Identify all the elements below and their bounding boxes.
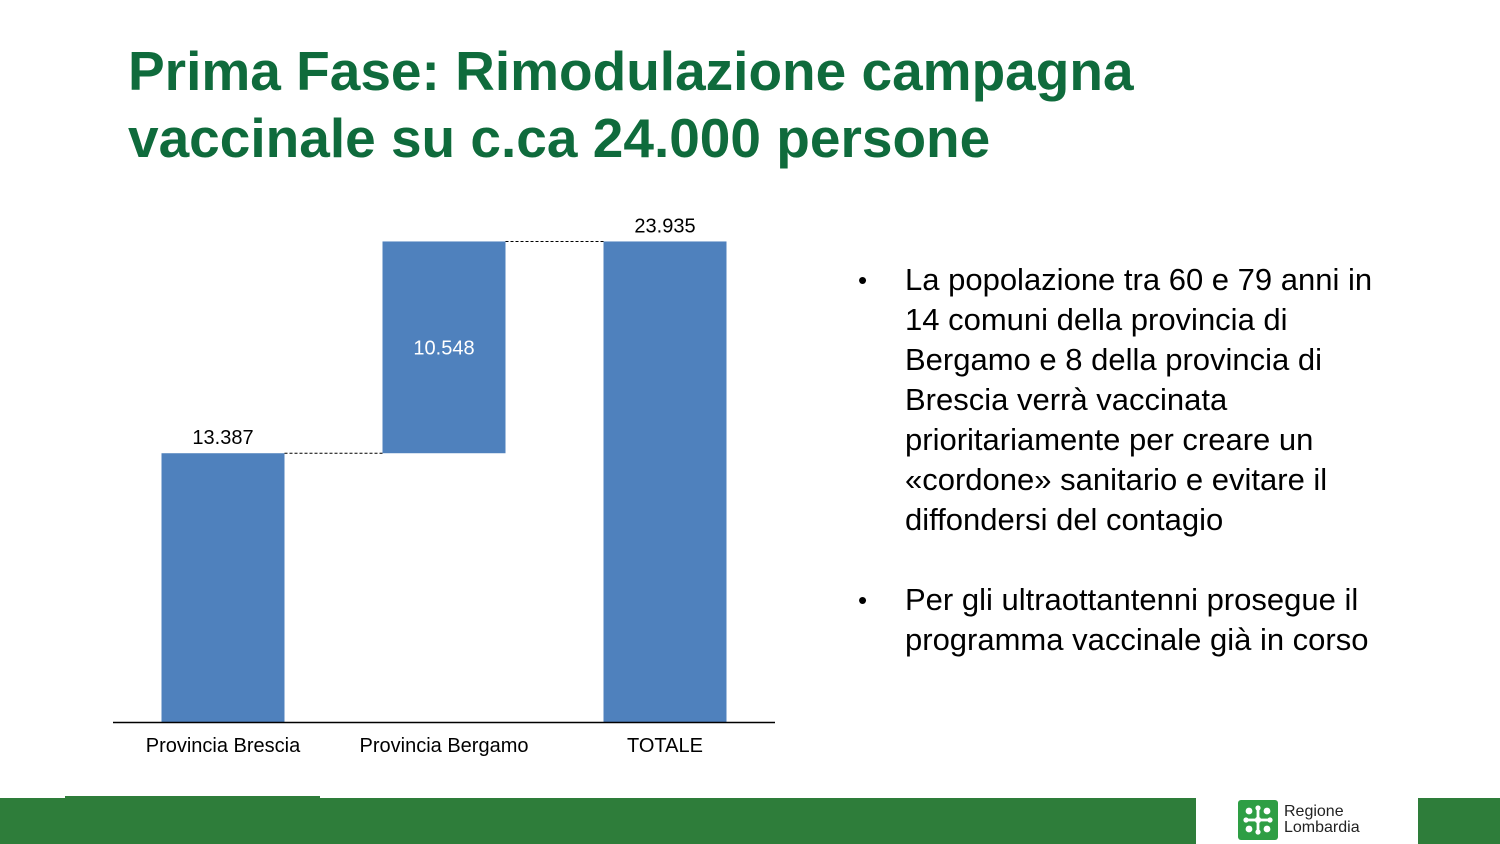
title-line-1: Prima Fase: Rimodulazione campagna	[128, 40, 1134, 102]
page-title: Prima Fase: Rimodulazione campagna vacci…	[128, 38, 1328, 172]
x-tick-label: Provincia Brescia	[146, 735, 301, 757]
title-line-2: vaccinale su c.ca 24.000 persone	[128, 107, 991, 169]
bullet-text-line: «cordone» sanitario e evitare il	[905, 462, 1328, 497]
bullet-item: • La popolazione tra 60 e 79 anni in 14 …	[858, 260, 1428, 540]
bullet-text-line: Per gli ultraottantenni prosegue il	[905, 582, 1359, 617]
data-label: 10.548	[413, 337, 474, 359]
bullet-marker: •	[858, 265, 868, 295]
bullet-item: • Per gli ultraottantenni prosegue il pr…	[858, 580, 1428, 660]
rosa-camuna-logo-icon	[1238, 800, 1278, 840]
footer-bar-left	[0, 798, 1196, 844]
data-label: 23.935	[634, 215, 695, 237]
data-label: 13.387	[192, 427, 253, 449]
bullet-text-line: Brescia verrà vaccinata	[905, 382, 1228, 417]
bar	[161, 453, 285, 722]
bar	[603, 241, 727, 722]
logo-text-line-2: Lombardia	[1284, 819, 1360, 836]
logo-text-line-1: Regione	[1284, 803, 1344, 820]
bullet-text-line: prioritariamente per creare un	[905, 422, 1314, 457]
regione-lombardia-logo: Regione Lombardia	[1238, 800, 1360, 840]
bullet-text-line: programma vaccinale già in corso	[905, 622, 1369, 657]
waterfall-chart: 13.387 Provincia Brescia 10.548 Provincia B…	[113, 215, 775, 757]
bullet-text-line: diffondersi del contagio	[905, 502, 1224, 537]
bullet-list: • La popolazione tra 60 e 79 anni in 14 …	[858, 260, 1428, 660]
footer-bar-right	[1418, 798, 1500, 844]
bullet-marker: •	[858, 585, 868, 615]
footer-accent-line	[65, 796, 320, 798]
bullet-text-line: 14 comuni della provincia di	[905, 302, 1288, 337]
bullet-text-line: La popolazione tra 60 e 79 anni in	[905, 262, 1373, 297]
x-tick-label: Provincia Bergamo	[360, 735, 529, 757]
x-tick-label: TOTALE	[627, 735, 703, 757]
logo-wordmark: Regione Lombardia	[1284, 804, 1360, 836]
bullet-text-line: Bergamo e 8 della provincia di	[905, 342, 1323, 377]
bar	[382, 241, 506, 454]
